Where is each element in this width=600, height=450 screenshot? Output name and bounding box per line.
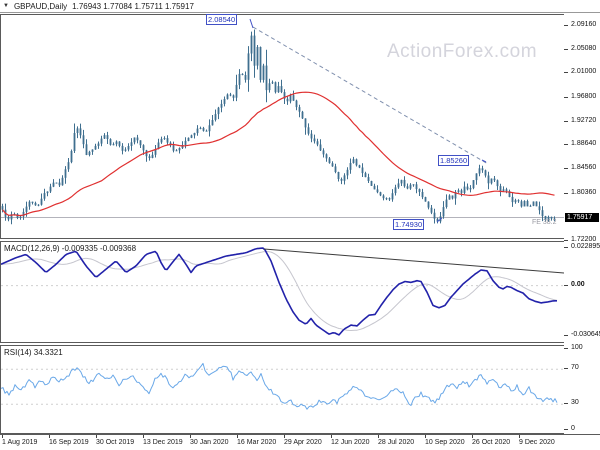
axis-tick-mark	[564, 368, 568, 369]
axis-tick-label: 0	[571, 425, 575, 432]
axis-tick-mark	[564, 168, 568, 169]
price-axis[interactable]: 2.09160 2.05080 2.01000 1.96800 1.92720 1.886…	[564, 0, 600, 434]
ohlc-values: 1.76943 1.77084 1.75711 1.75917	[72, 1, 194, 11]
current-price-label: 1.75917	[565, 213, 599, 222]
time-tick-label: 30 Jan 2020	[190, 439, 229, 446]
axis-tick-mark	[564, 25, 568, 26]
time-tick-mark	[190, 435, 191, 438]
axis-tick-label: 1.72200	[571, 236, 597, 243]
price-annotation[interactable]: 1.85260	[438, 155, 470, 166]
time-tick-label: 28 Jul 2020	[378, 439, 415, 446]
time-tick-mark	[472, 435, 473, 438]
time-tick-label: 30 Oct 2019	[96, 439, 135, 446]
axis-tick-mark	[564, 49, 568, 50]
axis-tick-mark	[564, 72, 568, 73]
time-tick-mark	[49, 435, 50, 438]
time-tick-label: 1 Aug 2019	[2, 439, 38, 446]
collapse-icon[interactable]: ▼	[3, 3, 9, 9]
axis-tick-mark	[564, 335, 568, 336]
axis-tick-label: 1.84560	[571, 164, 597, 171]
time-tick-mark	[96, 435, 97, 438]
fe-38-2-label: FE 38.2	[532, 219, 557, 227]
axis-tick-label: 0.00	[571, 281, 585, 288]
macd-indicator-label: MACD(12,26,9) -0.009335 -0.009368	[4, 244, 137, 253]
time-tick-mark	[237, 435, 238, 438]
time-tick-label: 16 Sep 2019	[49, 439, 89, 446]
time-tick-mark	[2, 435, 3, 438]
symbol-label: GBPAUD,Daily	[13, 1, 68, 11]
axis-tick-label: 70	[571, 364, 579, 371]
time-tick-mark	[284, 435, 285, 438]
axis-tick-mark	[564, 348, 568, 349]
axis-tick-label: 2.05080	[571, 45, 597, 52]
rsi-panel[interactable]: RSI(14) 34.3321	[0, 345, 565, 434]
axis-tick-mark	[564, 285, 568, 286]
time-tick-mark	[425, 435, 426, 438]
axis-tick-mark	[564, 429, 568, 430]
time-tick-mark	[331, 435, 332, 438]
axis-tick-mark	[564, 193, 568, 194]
axis-tick-label: 30	[571, 399, 579, 406]
time-tick-label: 9 Dec 2020	[519, 439, 555, 446]
axis-tick-label: 2.01000	[571, 68, 597, 75]
axis-tick-label: -0.030645	[571, 331, 600, 338]
time-tick-mark	[519, 435, 520, 438]
time-axis[interactable]: 1 Aug 2019 16 Sep 2019 30 Oct 2019 13 Dec 2…	[0, 434, 600, 450]
time-tick-mark	[143, 435, 144, 438]
price-annotation[interactable]: 1.74930	[393, 219, 425, 230]
macd-panel[interactable]: MACD(12,26,9) -0.009335 -0.009368	[0, 241, 565, 343]
axis-tick-label: 0.022895	[571, 243, 600, 250]
axis-tick-mark	[564, 97, 568, 98]
axis-tick-mark	[564, 247, 568, 248]
axis-tick-label: 1.88640	[571, 140, 597, 147]
time-tick-label: 10 Sep 2020	[425, 439, 465, 446]
axis-tick-mark	[564, 144, 568, 145]
watermark: ActionForex.com	[387, 41, 538, 62]
chart-titlebar: ▼ GBPAUD,Daily 1.76943 1.77084 1.75711 1…	[0, 0, 600, 13]
axis-tick-label: 2.09160	[571, 21, 597, 28]
time-tick-label: 13 Dec 2019	[143, 439, 183, 446]
axis-tick-label: 1.80360	[571, 189, 597, 196]
axis-tick-label: 1.92720	[571, 117, 597, 124]
time-tick-label: 29 Apr 2020	[284, 439, 322, 446]
price-chart-panel[interactable]: ActionForex.com FE 38.2 2.08540 1.85260 1.7…	[0, 14, 565, 239]
axis-tick-label: 1.96800	[571, 93, 597, 100]
time-tick-mark	[378, 435, 379, 438]
axis-tick-mark	[564, 403, 568, 404]
axis-tick-mark	[564, 240, 568, 241]
rsi-indicator-label: RSI(14) 34.3321	[4, 348, 63, 357]
axis-tick-mark	[564, 121, 568, 122]
axis-tick-label: 100	[571, 344, 583, 351]
time-tick-label: 12 Jun 2020	[331, 439, 370, 446]
time-tick-label: 16 Mar 2020	[237, 439, 277, 446]
time-tick-label: 26 Oct 2020	[472, 439, 511, 446]
price-annotation[interactable]: 2.08540	[206, 14, 238, 25]
